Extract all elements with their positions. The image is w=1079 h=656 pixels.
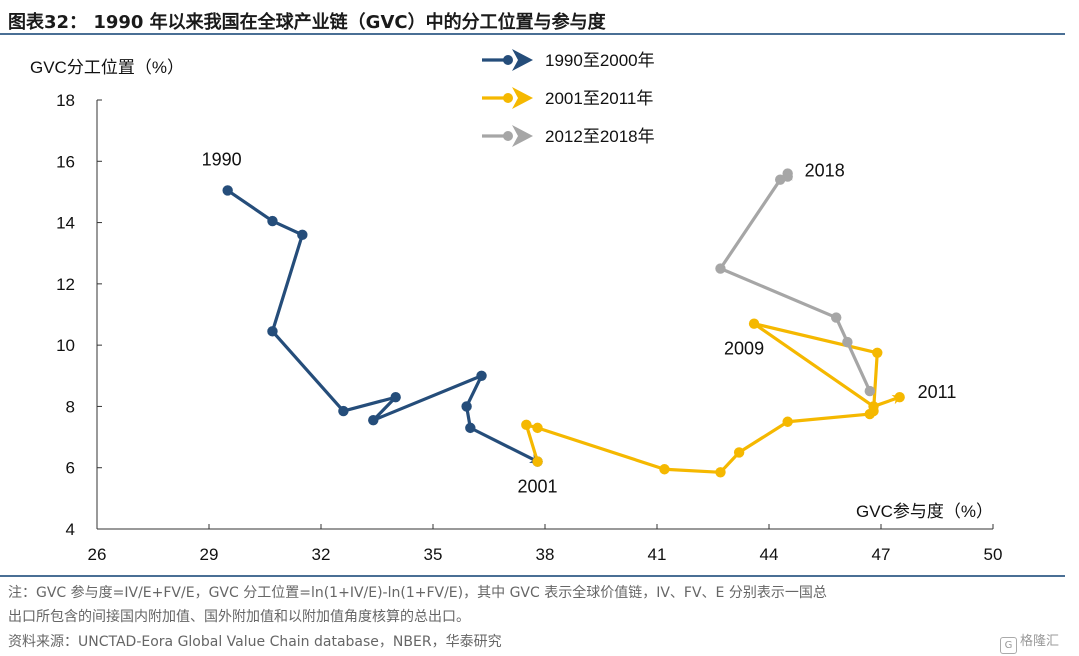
data-point (733, 447, 745, 458)
point-label: 2009 (724, 339, 764, 359)
data-point (461, 401, 472, 412)
page-title: 图表32： 1990 年以来我国在全球产业链（GVC）中的分工位置与参与度 (8, 12, 606, 33)
series-2 (521, 318, 905, 478)
legend-arrow-icon (512, 49, 533, 71)
series-segment (718, 266, 838, 320)
x-tick-label: 41 (648, 545, 667, 564)
source-line: 资料来源：UNCTAD-Eora Global Value Chain data… (8, 634, 502, 650)
series-segment (270, 219, 304, 237)
data-point (864, 385, 875, 397)
y-tick-label: 6 (66, 459, 75, 478)
y-tick-label: 12 (56, 275, 75, 294)
x-tick-label: 29 (200, 545, 219, 564)
data-point (872, 347, 883, 359)
series-segment (752, 322, 876, 409)
x-tick-label: 44 (760, 545, 779, 564)
data-point (782, 168, 793, 179)
annotations: 1990 2001 2009 2011 2018 (202, 149, 957, 496)
watermark-text: 格隆汇 (1020, 634, 1060, 649)
y-tick-label: 18 (56, 91, 75, 110)
x-tick-label: 32 (312, 545, 331, 564)
point-label: 2001 (518, 477, 558, 497)
legend-label: 1990至2000年 (545, 51, 655, 70)
x-tick-label: 47 (872, 545, 891, 564)
series-segment (786, 412, 872, 424)
gvc-chart: 4 6 8 10 12 14 16 18 26 29 32 35 38 41 44 47 50 GVC分工位置（%… (30, 49, 1002, 564)
watermark: G 格隆汇 (1000, 630, 1059, 654)
note-line-1: 注：GVC 参与度=IV/E+FV/E，GVC 分工位置=ln(1+IV/E)-… (8, 585, 827, 601)
series-segment (524, 423, 540, 464)
series-segment (718, 178, 782, 271)
legend-label: 2012至2018年 (545, 127, 655, 146)
series-layer (222, 168, 905, 478)
data-point (390, 392, 401, 403)
data-point (521, 419, 532, 431)
data-point (868, 401, 879, 412)
footer-divider (0, 575, 1065, 577)
series-segment (465, 374, 484, 409)
series-segment (371, 395, 398, 422)
x-axis-title: GVC参与度（%） (856, 502, 993, 521)
point-label: 1990 (202, 149, 242, 169)
data-point (782, 416, 793, 427)
legend-arrow-icon (512, 125, 533, 147)
series-segment (371, 374, 484, 422)
data-point (842, 336, 853, 348)
data-point (338, 405, 349, 417)
series-segment (535, 426, 667, 471)
y-tick-label: 4 (66, 520, 75, 539)
data-point (297, 229, 308, 241)
title-divider (0, 33, 1065, 35)
series-segment (845, 340, 872, 393)
data-point (465, 422, 476, 434)
legend-item-1: 1990至2000年 (482, 49, 655, 71)
series-segment (341, 395, 398, 413)
y-tick-label: 10 (56, 336, 75, 355)
data-point (831, 312, 842, 323)
x-tick-label: 38 (536, 545, 555, 564)
data-point (715, 263, 726, 274)
logo-icon: G (1000, 637, 1017, 654)
data-point (532, 422, 543, 434)
data-point (476, 370, 487, 381)
data-point (748, 318, 760, 329)
legend-item-2: 2001至2011年 (482, 87, 653, 109)
data-point (894, 392, 905, 403)
data-point (715, 467, 726, 478)
legend-arrow-icon (512, 87, 533, 109)
legend-marker (503, 93, 513, 103)
series-segment (270, 329, 345, 413)
legend-marker (503, 55, 513, 65)
data-point (222, 185, 233, 196)
axes: 4 6 8 10 12 14 16 18 26 29 32 35 38 41 44 47 50 GVC分工位置（%… (30, 58, 1002, 564)
y-tick-label: 16 (56, 152, 75, 171)
series-3 (715, 168, 875, 397)
legend-item-3: 2012至2018年 (482, 125, 655, 147)
data-point (267, 326, 278, 337)
series-segment (468, 426, 541, 464)
data-point (659, 464, 670, 475)
series-segment (226, 188, 275, 223)
series-segment (752, 322, 879, 355)
x-tick-label: 26 (88, 545, 107, 564)
legend-label: 2001至2011年 (545, 89, 653, 108)
series-segment (270, 233, 304, 333)
point-label: 2018 (805, 161, 845, 181)
legend: 1990至2000年 2001至2011年 2012至2018年 (482, 49, 655, 147)
y-axis-title: GVC分工位置（%） (30, 58, 184, 77)
note-line-2: 出口所包含的间接国内附加值、国外附加值和以附加值角度核算的总出口。 (8, 609, 470, 625)
data-point (267, 215, 278, 227)
legend-marker (503, 131, 513, 141)
point-label: 2011 (918, 382, 957, 402)
series-segment (662, 467, 723, 474)
data-point (532, 456, 543, 467)
series-segment (737, 420, 790, 454)
x-tick-label: 50 (984, 545, 1003, 564)
series-1 (222, 185, 543, 467)
x-tick-label: 35 (424, 545, 443, 564)
data-point (368, 415, 379, 426)
y-tick-label: 8 (66, 397, 75, 416)
y-tick-label: 14 (56, 214, 75, 233)
